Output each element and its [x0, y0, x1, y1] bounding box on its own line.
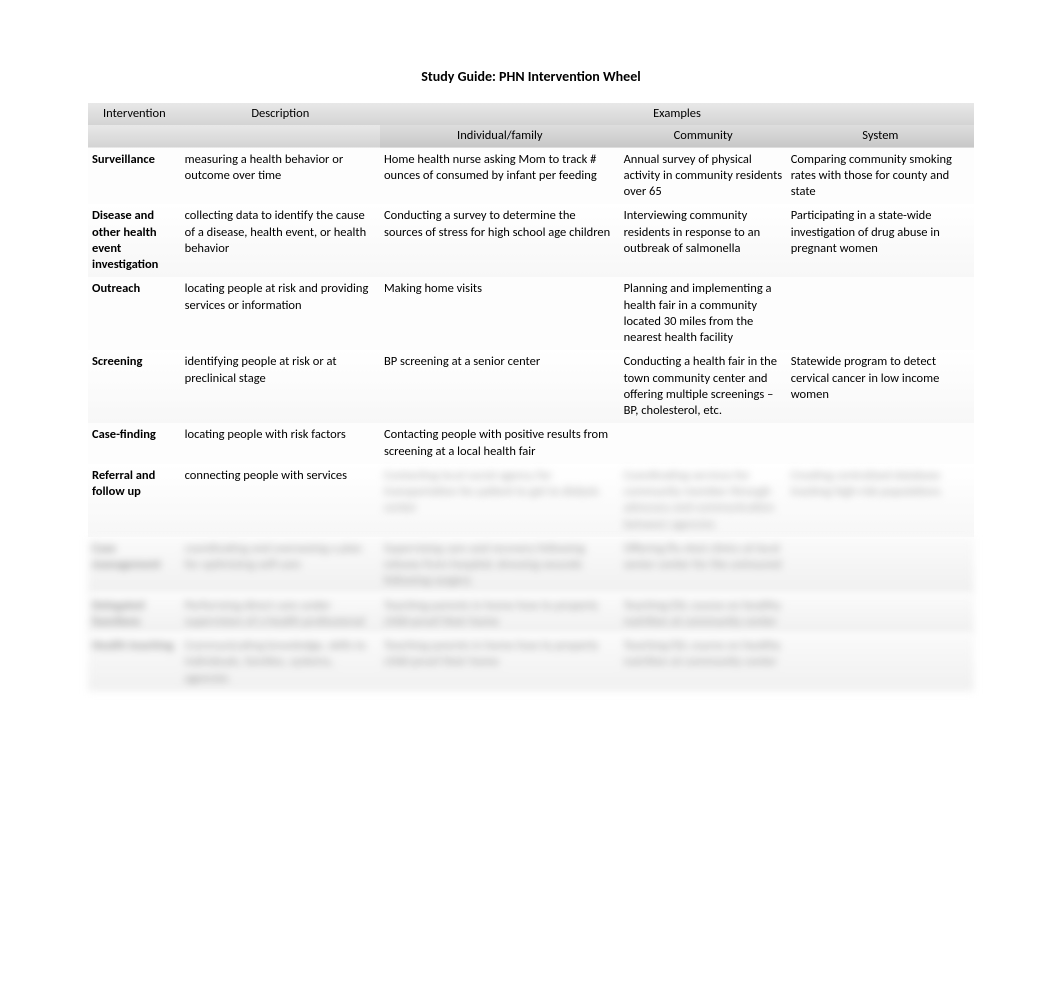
- cell-intervention: Screening: [88, 350, 181, 423]
- intervention-table: Intervention Description Examples Indivi…: [88, 103, 974, 691]
- header-row-1: Intervention Description Examples: [88, 103, 974, 125]
- table-row-blurred: Health teaching Communicating knowledge,…: [88, 634, 974, 691]
- cell-individual: Home health nurse asking Mom to track # …: [380, 148, 620, 205]
- cell-community: Interviewing community residents in resp…: [620, 204, 787, 277]
- header-community: Community: [620, 125, 787, 147]
- cell-description: locating people with risk factors: [181, 423, 380, 464]
- cell-individual: Supervising care and recovery following …: [380, 537, 620, 594]
- page-title: Study Guide: PHN Intervention Wheel: [0, 0, 1062, 103]
- table-row: Disease and other health event investiga…: [88, 204, 974, 277]
- cell-system: [787, 423, 974, 464]
- cell-individual: BP screening at a senior center: [380, 350, 620, 423]
- cell-system: Statewide program to detect cervical can…: [787, 350, 974, 423]
- table-row: Referral and follow up connecting people…: [88, 464, 974, 537]
- table-container: Intervention Description Examples Indivi…: [88, 103, 974, 691]
- cell-community: [620, 423, 787, 464]
- cell-community: Offering flu-shot clinics at local senio…: [620, 537, 787, 594]
- cell-intervention: Surveillance: [88, 148, 181, 205]
- cell-intervention: Health teaching: [88, 634, 181, 691]
- cell-individual: Teaching parents in home how to properly…: [380, 634, 620, 691]
- cell-system: [787, 594, 974, 635]
- table-row: Surveillance measuring a health behavior…: [88, 148, 974, 205]
- cell-system: [787, 537, 974, 594]
- cell-description: measuring a health behavior or outcome o…: [181, 148, 380, 205]
- cell-community: Teaching ESL course on healthy nutrition…: [620, 594, 787, 635]
- table-row: Case-finding locating people with risk f…: [88, 423, 974, 464]
- cell-intervention: Case-finding: [88, 423, 181, 464]
- header-description: Description: [181, 103, 380, 148]
- cell-description: connecting people with services: [181, 464, 380, 537]
- header-individual: Individual/family: [380, 125, 620, 147]
- cell-intervention: Disease and other health event investiga…: [88, 204, 181, 277]
- cell-individual: Contacting local social agency for trans…: [380, 464, 620, 537]
- table-row-blurred: Case management coordinating and oversee…: [88, 537, 974, 594]
- cell-system: Participating in a state-wide investigat…: [787, 204, 974, 277]
- cell-community: Annual survey of physical activity in co…: [620, 148, 787, 205]
- cell-system: Comparing community smoking rates with t…: [787, 148, 974, 205]
- cell-description: locating people at risk and providing se…: [181, 277, 380, 350]
- cell-system: Creating centralized database tracking h…: [787, 464, 974, 537]
- cell-system: [787, 634, 974, 691]
- cell-description: collecting data to identify the cause of…: [181, 204, 380, 277]
- cell-individual: Making home visits: [380, 277, 620, 350]
- table-row-blurred: Delegated functions Performing direct ca…: [88, 594, 974, 635]
- cell-system: [787, 277, 974, 350]
- cell-intervention: Delegated functions: [88, 594, 181, 635]
- header-system: System: [787, 125, 974, 147]
- header-intervention: Intervention: [88, 103, 181, 148]
- cell-intervention: Referral and follow up: [88, 464, 181, 537]
- cell-community: Teaching ESL course on healthy nutrition…: [620, 634, 787, 691]
- cell-individual: Contacting people with positive results …: [380, 423, 620, 464]
- cell-community: Planning and implementing a health fair …: [620, 277, 787, 350]
- cell-description: identifying people at risk or at preclin…: [181, 350, 380, 423]
- cell-intervention: Case management: [88, 537, 181, 594]
- table-row: Outreach locating people at risk and pro…: [88, 277, 974, 350]
- cell-intervention: Outreach: [88, 277, 181, 350]
- cell-community: Coordinating services for community memb…: [620, 464, 787, 537]
- table-body: Surveillance measuring a health behavior…: [88, 148, 974, 691]
- table-row: Screening identifying people at risk or …: [88, 350, 974, 423]
- cell-individual: Conducting a survey to determine the sou…: [380, 204, 620, 277]
- header-examples: Examples: [380, 103, 974, 125]
- cell-description: coordinating and overseeing a plan for o…: [181, 537, 380, 594]
- cell-description: Communicating knowledge, skills to indiv…: [181, 634, 380, 691]
- cell-description: Performing direct care under supervision…: [181, 594, 380, 635]
- cell-community: Conducting a health fair in the town com…: [620, 350, 787, 423]
- cell-individual: Teaching parents in home how to properly…: [380, 594, 620, 635]
